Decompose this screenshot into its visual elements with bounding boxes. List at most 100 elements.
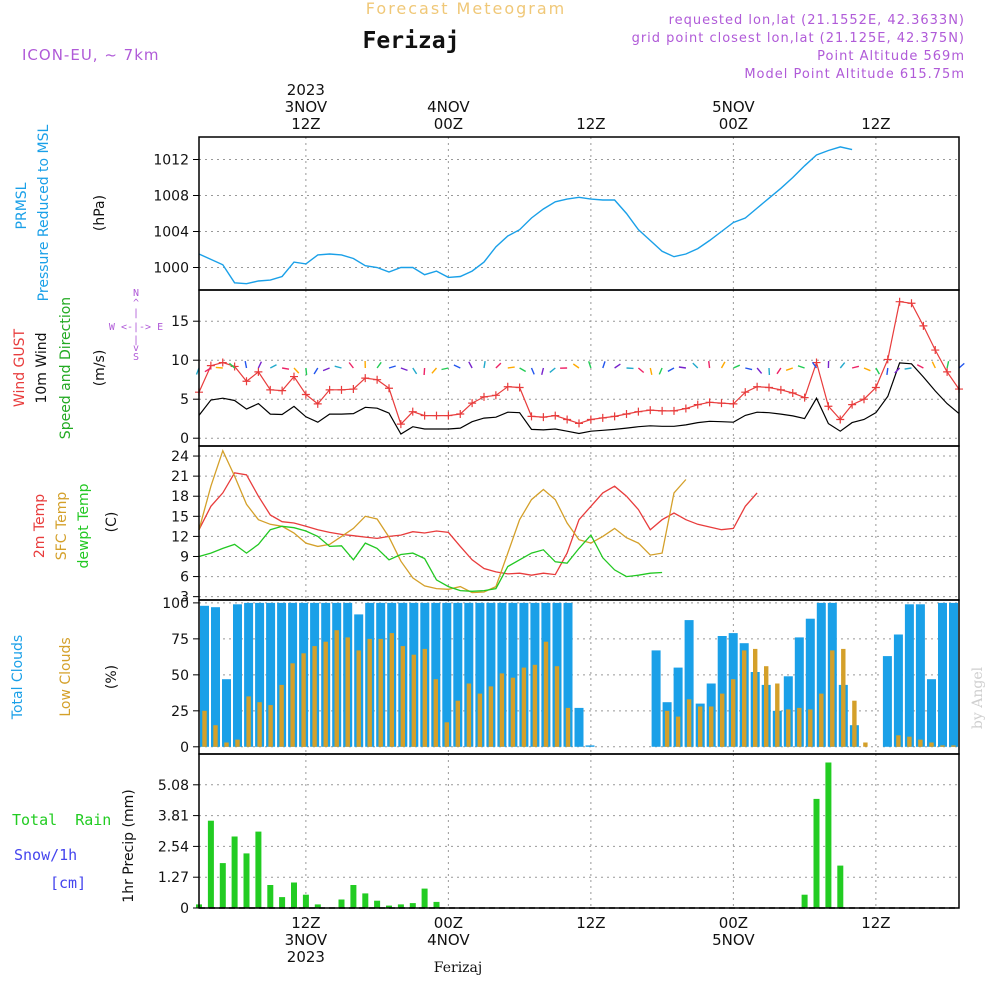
gust-point xyxy=(254,367,263,376)
gust-point xyxy=(919,321,928,330)
top-tick-label: 12Z xyxy=(291,115,320,133)
wind-direction-arrow xyxy=(904,367,912,370)
wind-direction-arrow xyxy=(614,363,621,369)
low-cloud-bar xyxy=(698,706,703,747)
temp-axis-tick-label: 12 xyxy=(171,529,189,545)
model-altitude: Model Point Altitude 615.75m xyxy=(744,67,965,82)
low-cloud-bar xyxy=(521,667,527,747)
gust-point xyxy=(776,385,785,394)
low-cloud-bar xyxy=(356,650,361,747)
svg-text:v: v xyxy=(133,343,139,354)
total-cloud-bar xyxy=(211,607,220,747)
low-cloud-bar xyxy=(830,650,835,747)
gust-point xyxy=(800,393,809,402)
total-cloud-bar xyxy=(442,602,452,747)
low-cloud-bar xyxy=(301,653,306,747)
wind-direction-arrow xyxy=(281,367,290,370)
low-cloud-bar xyxy=(345,637,350,747)
low-cloud-bar xyxy=(257,702,262,747)
rain-label: Total Rain xyxy=(12,811,111,829)
gust-point xyxy=(836,415,845,424)
bottom-tick-label: 00Z xyxy=(719,914,748,932)
wind-series-line xyxy=(198,362,960,435)
wind-direction-arrow xyxy=(785,367,794,371)
gust-point xyxy=(765,383,773,392)
gust-point xyxy=(895,297,904,306)
wind-direction-arrow xyxy=(649,367,653,375)
gust-point xyxy=(753,382,762,391)
gust-point xyxy=(551,411,560,420)
low-cloud-label: Low Clouds xyxy=(58,637,74,716)
wind-direction-arrow xyxy=(756,367,763,374)
total-cloud-bar xyxy=(938,602,947,747)
wind-direction-arrow xyxy=(658,367,663,375)
watermark: by Angel xyxy=(970,666,986,729)
svg-text:|: | xyxy=(133,335,139,346)
top-tick-label: 00Z xyxy=(434,115,463,133)
low-cloud-bar xyxy=(896,735,901,747)
wind-direction-arrow xyxy=(204,367,212,373)
gust-point xyxy=(622,410,631,419)
wind-direction-arrow xyxy=(811,361,818,369)
wind-direction-arrow xyxy=(851,365,860,369)
pressure-axis-tick-label: 1008 xyxy=(153,189,189,205)
precip-bar xyxy=(243,853,250,908)
total-cloud-bar xyxy=(585,745,595,747)
total-cloud-bar xyxy=(277,602,287,747)
low-cloud-bar xyxy=(554,666,560,747)
total-cloud-bar xyxy=(475,602,485,747)
compass-icon: N ^ | | v S xyxy=(133,288,139,363)
low-cloud-bar xyxy=(477,693,483,747)
total-cloud-bar xyxy=(794,637,804,747)
gust-point xyxy=(681,404,690,413)
gust-point xyxy=(337,385,346,394)
gust-point xyxy=(373,375,382,384)
gust-point xyxy=(634,407,643,416)
top-tick-label: 12Z xyxy=(861,115,890,133)
wind-direction-arrow xyxy=(692,362,699,369)
wind-direction-arrow xyxy=(483,360,486,369)
cloud-axis-tick-label: 0 xyxy=(180,740,189,756)
wind-direction-arrow xyxy=(257,361,263,369)
wind-direction-arrow xyxy=(423,367,426,376)
cloud-units: (%) xyxy=(104,665,120,689)
gust-point xyxy=(658,406,667,415)
data-layer xyxy=(195,146,965,909)
gust-point xyxy=(729,399,738,408)
gust-point xyxy=(943,367,952,376)
wind-direction-arrow xyxy=(507,366,515,369)
wind-units: (m/s) xyxy=(92,350,108,387)
total-cloud-bar xyxy=(684,620,694,747)
total-cloud-bar xyxy=(673,667,683,747)
wind-direction-arrow xyxy=(894,367,901,374)
bottom-tick-label: 2023 xyxy=(287,948,325,966)
low-cloud-bar xyxy=(466,683,472,747)
wind-direction-arrow xyxy=(376,361,382,369)
low-cloud-bar xyxy=(279,684,284,747)
total-cloud-label: Total Clouds xyxy=(10,635,26,720)
low-cloud-bar xyxy=(709,706,714,747)
total-cloud-bar xyxy=(464,602,474,747)
wind-direction-arrow xyxy=(839,362,846,369)
precip-bar xyxy=(350,885,357,908)
svg-text:N: N xyxy=(133,288,139,299)
svg-text:S: S xyxy=(133,352,139,363)
temp-axis-tick-label: 9 xyxy=(180,549,189,565)
total-cloud-bar xyxy=(486,602,496,747)
low-cloud-bar xyxy=(323,641,328,747)
wind-direction-arrow xyxy=(334,365,342,369)
wind-axis-tick-label: 5 xyxy=(180,392,189,408)
gust-point xyxy=(539,413,548,422)
wind-direction-arrow xyxy=(720,361,726,369)
temp-axis-tick-label: 24 xyxy=(171,449,189,465)
precip-ylabel: 1hr Precip (mm) xyxy=(121,789,137,902)
total-cloud-bar xyxy=(574,707,584,747)
precip-bar xyxy=(207,820,214,908)
precip-bar xyxy=(314,904,321,908)
gust-point xyxy=(313,399,322,408)
precip-bar xyxy=(433,901,440,908)
low-cloud-bar xyxy=(312,646,317,747)
low-cloud-bar xyxy=(499,673,505,747)
wind-direction-arrow xyxy=(541,367,545,375)
